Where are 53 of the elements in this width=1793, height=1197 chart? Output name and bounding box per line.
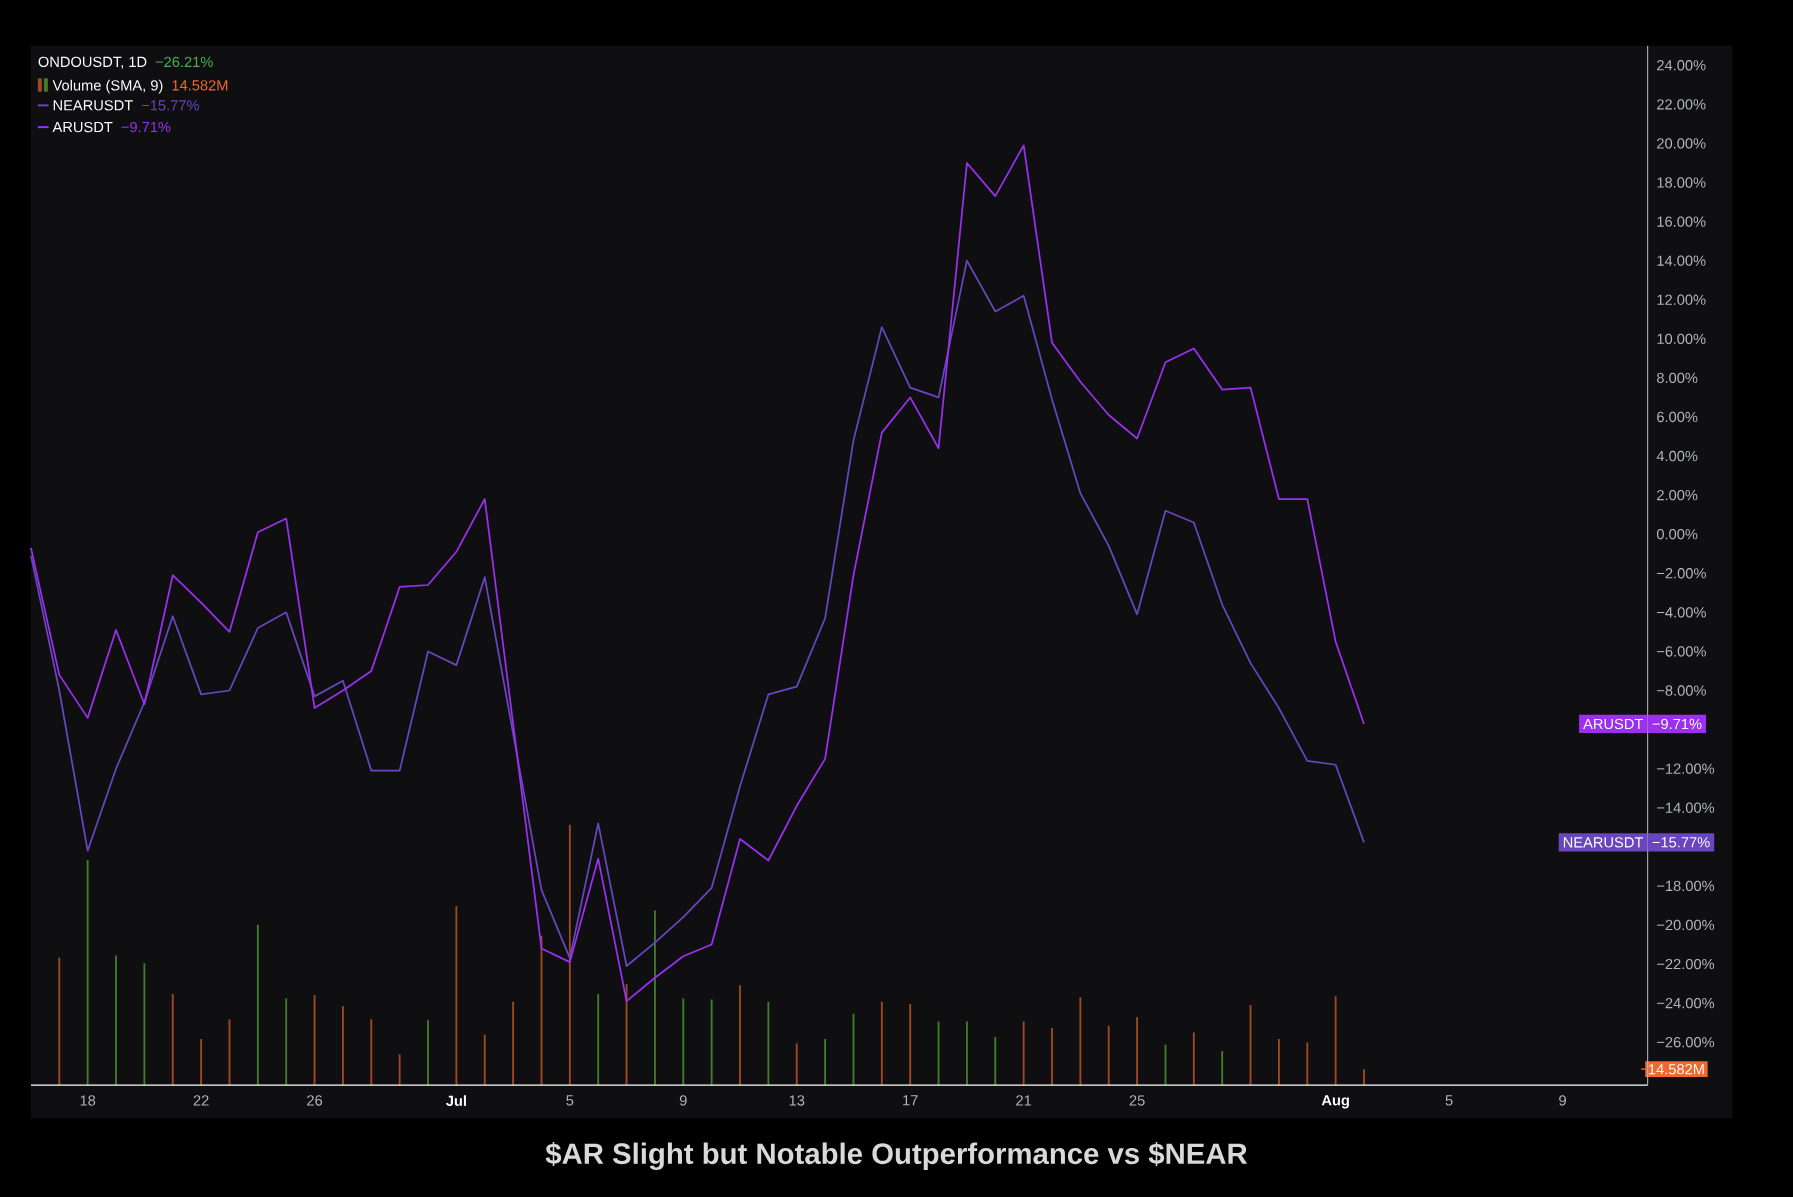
legend-label: NEARUSDT — [53, 100, 133, 111]
x-tick-label: 25 — [1129, 1095, 1145, 1106]
y2-tick-label: 14.582M — [1649, 1064, 1704, 1075]
y-tick-label: −22.00% — [1657, 958, 1715, 970]
y-tick-label: 24.00% — [1657, 60, 1706, 71]
x-tick-label: 26 — [307, 1095, 323, 1106]
text: ARUSDT — [1583, 718, 1644, 730]
line-series — [30, 144, 1365, 1003]
y-tick-label: −26.00% — [1657, 1037, 1715, 1048]
text: −9.71% — [1652, 718, 1702, 730]
text: NEARUSDT — [1563, 837, 1644, 848]
y-tick-label: −20.00% — [1657, 919, 1715, 931]
x-tick-label: 5 — [1445, 1095, 1453, 1106]
x-tick-label: 22 — [193, 1095, 209, 1106]
text: 14.582M — [172, 80, 228, 91]
x-tick-label: 5 — [566, 1095, 574, 1106]
y-tick-label: 14.00% — [1657, 255, 1706, 266]
y-tick-label: 6.00% — [1657, 411, 1698, 423]
x-tick-label: Jul — [446, 1095, 466, 1107]
legend-label: ARUSDT — [52, 121, 113, 133]
y-tick-label: −18.00% — [1657, 880, 1715, 892]
annotation: ONDOUSDT, 1D — [38, 56, 147, 69]
legend-label: Volume (SMA, 9) — [52, 79, 163, 94]
y-tick-label: 4.00% — [1656, 450, 1698, 462]
y-tick-label: 20.00% — [1657, 138, 1706, 149]
x-tick-label: 9 — [1559, 1095, 1566, 1106]
y-tick-label: −14.00% — [1657, 802, 1715, 813]
x-tick-label: Aug — [1321, 1095, 1349, 1109]
x-tick-label: 9 — [679, 1095, 687, 1106]
y-tick-label: 12.00% — [1657, 294, 1706, 305]
y-tick-label: −2.00% — [1657, 568, 1706, 579]
x-tick-label: 21 — [1016, 1095, 1032, 1106]
text: $AR Slight but Notable Outperformance vs $NEAR — [545, 1142, 1248, 1171]
y-tick-label: 8.00% — [1656, 372, 1698, 384]
annotation: −26.21% — [155, 56, 213, 68]
y-tick-label: −4.00% — [1657, 607, 1706, 618]
line-series — [30, 259, 1365, 967]
y-tick-label: 22.00% — [1657, 99, 1706, 110]
x-tick-label: 13 — [789, 1095, 805, 1106]
y-tick-label: 16.00% — [1657, 216, 1706, 227]
annotation: −15.77% — [141, 100, 199, 111]
y-tick-label: −24.00% — [1657, 997, 1715, 1009]
y-tick-label: 18.00% — [1657, 177, 1706, 188]
y-tick-label: −6.00% — [1657, 646, 1706, 657]
y-tick-label: 0.00% — [1656, 529, 1698, 540]
y-tick-label: −12.00% — [1657, 763, 1715, 774]
annotation: −9.71% — [121, 121, 171, 133]
y-tick-label: 10.00% — [1657, 333, 1706, 345]
text: −15.77% — [1652, 837, 1710, 848]
x-tick-label: 17 — [903, 1095, 918, 1106]
x-tick-label: 18 — [80, 1095, 96, 1106]
y-tick-label: −8.00% — [1657, 685, 1706, 696]
y-tick-label: 2.00% — [1657, 489, 1698, 501]
